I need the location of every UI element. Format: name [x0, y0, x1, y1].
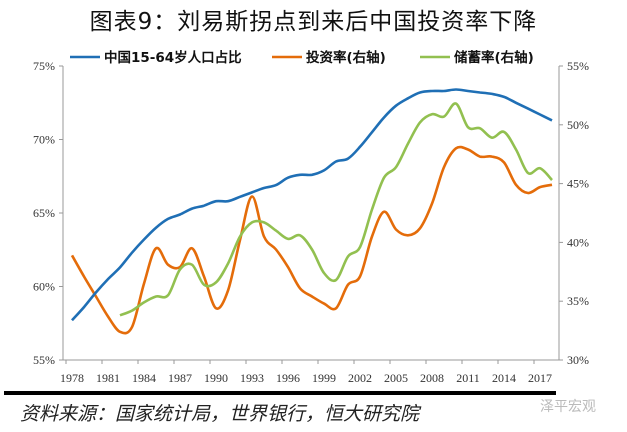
x-tick-label: 2002 [348, 371, 372, 385]
y-left-tick-label: 75% [33, 59, 55, 73]
legend-label-0: 中国15-64岁人口占比 [104, 49, 242, 66]
x-tick-label: 2008 [420, 371, 444, 385]
series-line-2 [119, 102, 553, 317]
legend-label-1: 投资率(右轴) [306, 49, 386, 66]
x-tick-label: 1990 [204, 371, 228, 385]
y-left-tick-label: 70% [33, 133, 55, 147]
x-tick-label: 1978 [60, 371, 84, 385]
y-left-tick-label: 60% [33, 280, 55, 294]
chart-title: 图表9：刘易斯拐点到来后中国投资率下降 [89, 9, 538, 35]
x-tick-label: 2005 [384, 371, 408, 385]
x-tick-label: 1981 [96, 371, 120, 385]
y-right-tick-label: 50% [567, 118, 589, 132]
x-tick-label: 1987 [168, 371, 192, 385]
x-tick-label: 1984 [132, 371, 156, 385]
y-right-tick-label: 30% [567, 353, 589, 367]
x-tick-label: 1999 [312, 371, 336, 385]
y-right-tick-label: 35% [567, 294, 589, 308]
x-tick-label: 2014 [492, 371, 516, 385]
legend-label-2: 储蓄率(右轴) [453, 49, 534, 66]
y-right-tick-label: 45% [567, 177, 589, 191]
y-right-tick-label: 40% [567, 235, 589, 249]
x-tick-label: 2011 [456, 371, 480, 385]
divider [4, 391, 556, 395]
watermark: 泽平宏观 [540, 399, 596, 415]
x-tick-label: 1996 [276, 371, 300, 385]
y-left-tick-label: 65% [33, 206, 55, 220]
y-left-tick-label: 55% [33, 353, 55, 367]
series-line-0 [71, 88, 553, 322]
x-tick-label: 1993 [240, 371, 264, 385]
x-tick-label: 2017 [528, 371, 552, 385]
source-note: 资料来源：国家统计局，世界银行，恒大研究院 [20, 403, 420, 425]
y-right-tick-label: 55% [567, 59, 589, 73]
series-line-1 [70, 145, 553, 335]
